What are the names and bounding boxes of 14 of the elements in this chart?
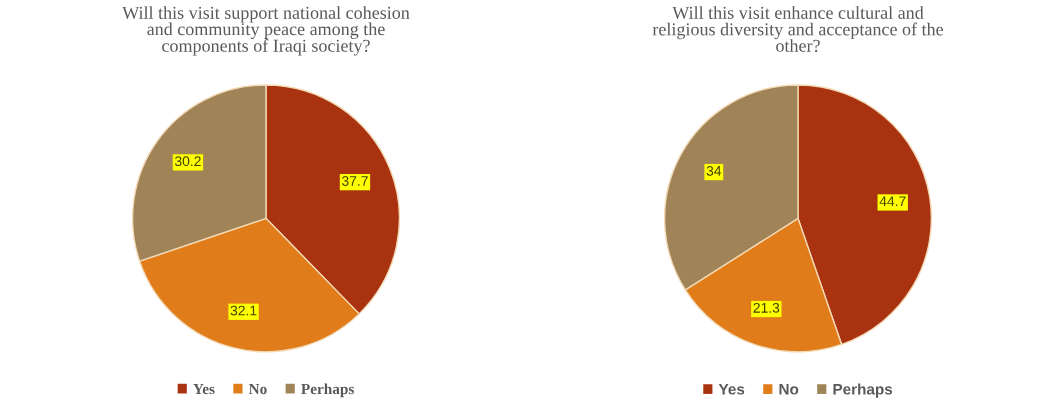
chart-title: Will this visit enhance cultural and religious diversity and acceptance of the other? [652,6,944,52]
data-label: 44.7 [879,196,906,207]
legend-label: No [248,383,267,395]
legend-label: Yes [193,383,215,395]
data-label: 21.3 [753,302,780,313]
data-label: 34 [706,165,722,176]
legend-label: Perhaps [301,383,354,398]
data-label: 32.1 [230,305,257,316]
legend-label: Perhaps [833,383,893,398]
chart-title: Will this visit support national cohesion and community peace among the components of Iraqi society? [122,6,410,56]
data-label: 37.7 [341,176,368,186]
legend-label: Yes [718,383,745,395]
data-label: 30.2 [174,156,201,167]
legend-label: No [779,383,799,395]
